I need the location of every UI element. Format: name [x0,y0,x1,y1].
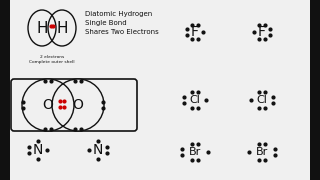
Text: Shares Two Electrons: Shares Two Electrons [85,29,159,35]
Ellipse shape [28,10,56,46]
Text: 2 electrons: 2 electrons [40,55,64,59]
Text: H: H [36,21,48,35]
Text: O: O [43,98,53,112]
Text: F: F [258,25,266,39]
Ellipse shape [48,10,76,46]
Text: Cl: Cl [189,95,200,105]
Text: Cl: Cl [257,95,268,105]
FancyBboxPatch shape [11,79,137,131]
Text: N: N [33,143,43,157]
Text: N: N [93,143,103,157]
Ellipse shape [22,79,74,131]
Ellipse shape [52,79,104,131]
Text: Diatomic Hydrogen: Diatomic Hydrogen [85,11,152,17]
Bar [310,0,320,180]
Text: Br: Br [256,147,268,157]
Bar [0,0,10,180]
Text: H: H [56,21,68,35]
Text: Complete outer shell: Complete outer shell [29,60,75,64]
Text: Single Bond: Single Bond [85,20,127,26]
Text: F: F [191,25,199,39]
Text: O: O [73,98,84,112]
Text: Br: Br [189,147,201,157]
